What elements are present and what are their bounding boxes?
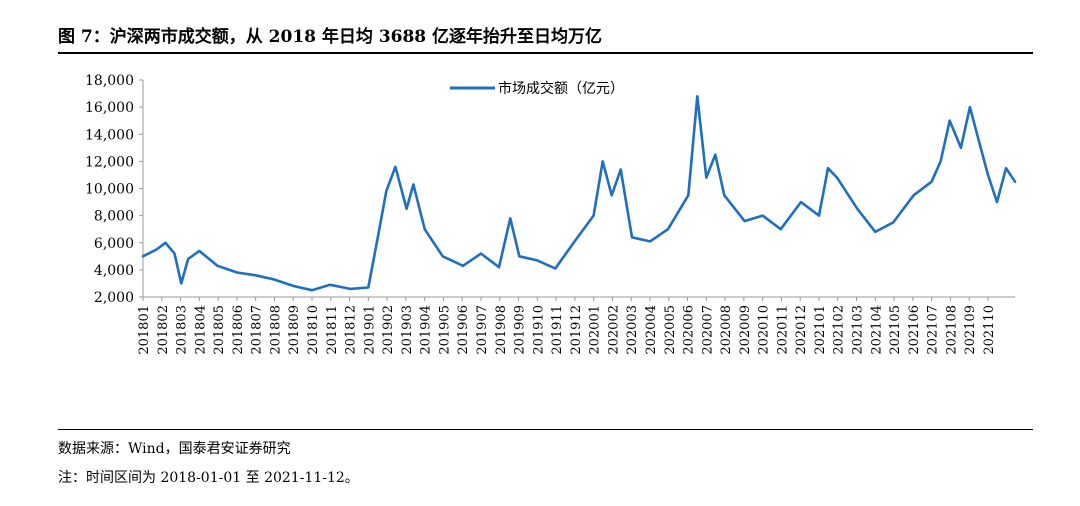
y-tick-label: 18,000 (85, 73, 134, 89)
y-tick-label: 6,000 (94, 236, 134, 252)
x-tick-label: 202104 (869, 305, 884, 355)
y-tick-label: 14,000 (85, 127, 134, 143)
x-tick-label: 201801 (137, 305, 152, 355)
x-tick-label: 201803 (175, 305, 190, 355)
x-tick-label: 202002 (606, 305, 621, 355)
x-tick-label: 202007 (700, 305, 715, 355)
x-tick-label: 202102 (832, 305, 847, 355)
x-tick-label: 201903 (400, 305, 415, 355)
x-tick-label: 201902 (381, 305, 396, 355)
figure-title: 图 7：沪深两市成交额，从 2018 年日均 3688 亿逐年抬升至日均万亿 (58, 27, 603, 47)
x-tick-label: 201910 (531, 305, 546, 355)
x-tick-label: 201909 (513, 305, 528, 355)
x-tick-label: 202106 (907, 305, 922, 355)
x-tick-label: 202010 (757, 305, 772, 355)
x-tick-label: 202005 (663, 305, 678, 355)
y-tick-label: 8,000 (94, 209, 134, 225)
x-tick-label: 201811 (325, 305, 340, 355)
footer-rule (58, 429, 1033, 430)
x-tick-label: 202006 (682, 305, 697, 355)
x-tick-label: 201901 (362, 305, 377, 355)
x-tick-label: 202110 (982, 305, 997, 355)
source-note: 数据来源：Wind，国泰君安证券研究 (58, 441, 291, 457)
x-tick-label: 202003 (625, 305, 640, 355)
x-tick-label: 201805 (212, 305, 227, 355)
x-tick-label: 202012 (794, 305, 809, 355)
date-range-note: 注：时间区间为 2018-01-01 至 2021-11-12。 (58, 470, 359, 486)
x-tick-label: 202004 (644, 305, 659, 355)
y-tick-label: 4,000 (94, 263, 134, 279)
x-tick-label: 201807 (250, 305, 265, 355)
x-tick-label: 201804 (193, 305, 208, 355)
x-tick-label: 202107 (926, 305, 941, 355)
x-tick-label: 202103 (851, 305, 866, 355)
x-tick-label: 201907 (475, 305, 490, 355)
x-axis: 201801 201802 201803 201804 201805 201806 2018… (137, 296, 1015, 355)
x-tick-label: 201908 (494, 305, 509, 355)
x-tick-label: 202001 (588, 305, 603, 355)
x-tick-label: 201912 (569, 305, 584, 355)
x-tick-label: 202009 (738, 305, 753, 355)
x-tick-label: 201808 (268, 305, 283, 355)
line-chart: 2,000 4,000 6,000 8,000 10,000 12,000 14,000 16… (85, 73, 1017, 355)
x-tick-label: 201802 (156, 305, 171, 355)
legend-label: 市场成交额（亿元） (498, 80, 624, 97)
x-tick-label: 202105 (888, 305, 903, 355)
x-tick-label: 201904 (419, 305, 434, 355)
y-axis: 2,000 4,000 6,000 8,000 10,000 12,000 14,000 16… (85, 73, 144, 306)
y-tick-label: 12,000 (85, 154, 134, 170)
y-tick-label: 10,000 (85, 182, 134, 198)
title-rule (58, 52, 1033, 54)
x-tick-label: 201810 (306, 305, 321, 355)
x-tick-label: 202108 (944, 305, 959, 355)
x-tick-label: 202011 (775, 305, 790, 355)
x-tick-label: 201905 (437, 305, 452, 355)
x-tick-label: 202109 (963, 305, 978, 355)
x-tick-label: 202008 (719, 305, 734, 355)
y-tick-label: 2,000 (94, 290, 134, 306)
x-tick-label: 201906 (456, 305, 471, 355)
legend: 市场成交额（亿元） (450, 80, 624, 97)
x-tick-label: 201812 (344, 305, 359, 355)
x-tick-label: 201809 (287, 305, 302, 355)
x-tick-label: 202101 (813, 305, 828, 355)
series-line (141, 95, 1017, 292)
x-tick-label: 201911 (550, 305, 565, 355)
x-tick-label: 201806 (231, 305, 246, 355)
y-tick-label: 16,000 (85, 100, 134, 116)
